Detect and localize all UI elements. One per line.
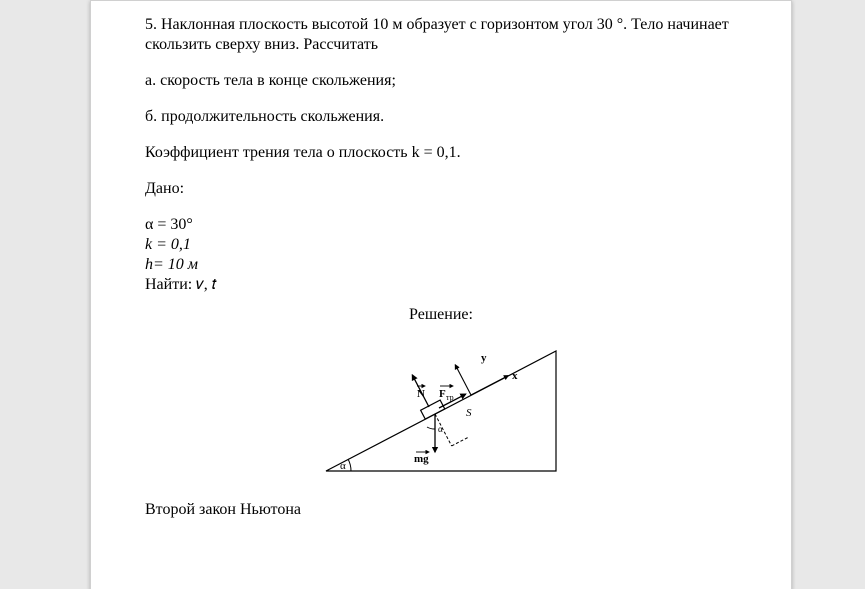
- page-content: 5. Наклонная плоскость высотой 10 м обра…: [91, 1, 791, 520]
- slope-length-label: S: [466, 407, 472, 419]
- given-values: α = 30° k = 0,1 h= 10 м Найти: 𝑣, 𝑡: [145, 215, 737, 295]
- x-axis: [471, 376, 508, 395]
- problem-item-b: б. продолжительность скольжения.: [145, 107, 737, 127]
- problem-statement: 5. Наклонная плоскость высотой 10 м обра…: [145, 15, 737, 55]
- given-h: h= 10 м: [145, 255, 737, 275]
- diagram-container: α x y: [145, 331, 737, 486]
- solution-label: Решение:: [145, 305, 737, 325]
- friction-coefficient: Коэффициент трения тела о плоскость k = …: [145, 143, 737, 163]
- inclined-plane-diagram: α x y: [311, 331, 571, 486]
- given-alpha: α = 30°: [145, 215, 737, 235]
- find-line: Найти: 𝑣, 𝑡: [145, 275, 737, 295]
- friction-force-subscript: тр: [446, 393, 454, 402]
- y-axis: [455, 365, 471, 395]
- normal-force-label: N: [417, 388, 425, 400]
- friction-force-label: F: [439, 388, 446, 400]
- angle-arc-vertex: [348, 459, 351, 471]
- angle-arc-mg: [427, 427, 435, 429]
- problem-item-a: a. скорость тела в конце скольжения;: [145, 71, 737, 91]
- mg-component-dashed2: [452, 438, 468, 446]
- document-page: 5. Наклонная плоскость высотой 10 м обра…: [90, 0, 792, 589]
- given-k: k = 0,1: [145, 235, 737, 255]
- y-axis-label: y: [481, 352, 487, 364]
- newton-second-law-label: Второй закон Ньютона: [145, 500, 737, 520]
- block-on-incline: [421, 400, 445, 419]
- gravity-label: mg: [414, 453, 429, 465]
- given-label: Дано:: [145, 179, 737, 199]
- x-axis-label: x: [512, 370, 518, 382]
- alpha-label-mg: α: [438, 424, 443, 434]
- viewport: 5. Наклонная плоскость высотой 10 м обра…: [0, 0, 865, 589]
- alpha-label-vertex: α: [340, 460, 346, 472]
